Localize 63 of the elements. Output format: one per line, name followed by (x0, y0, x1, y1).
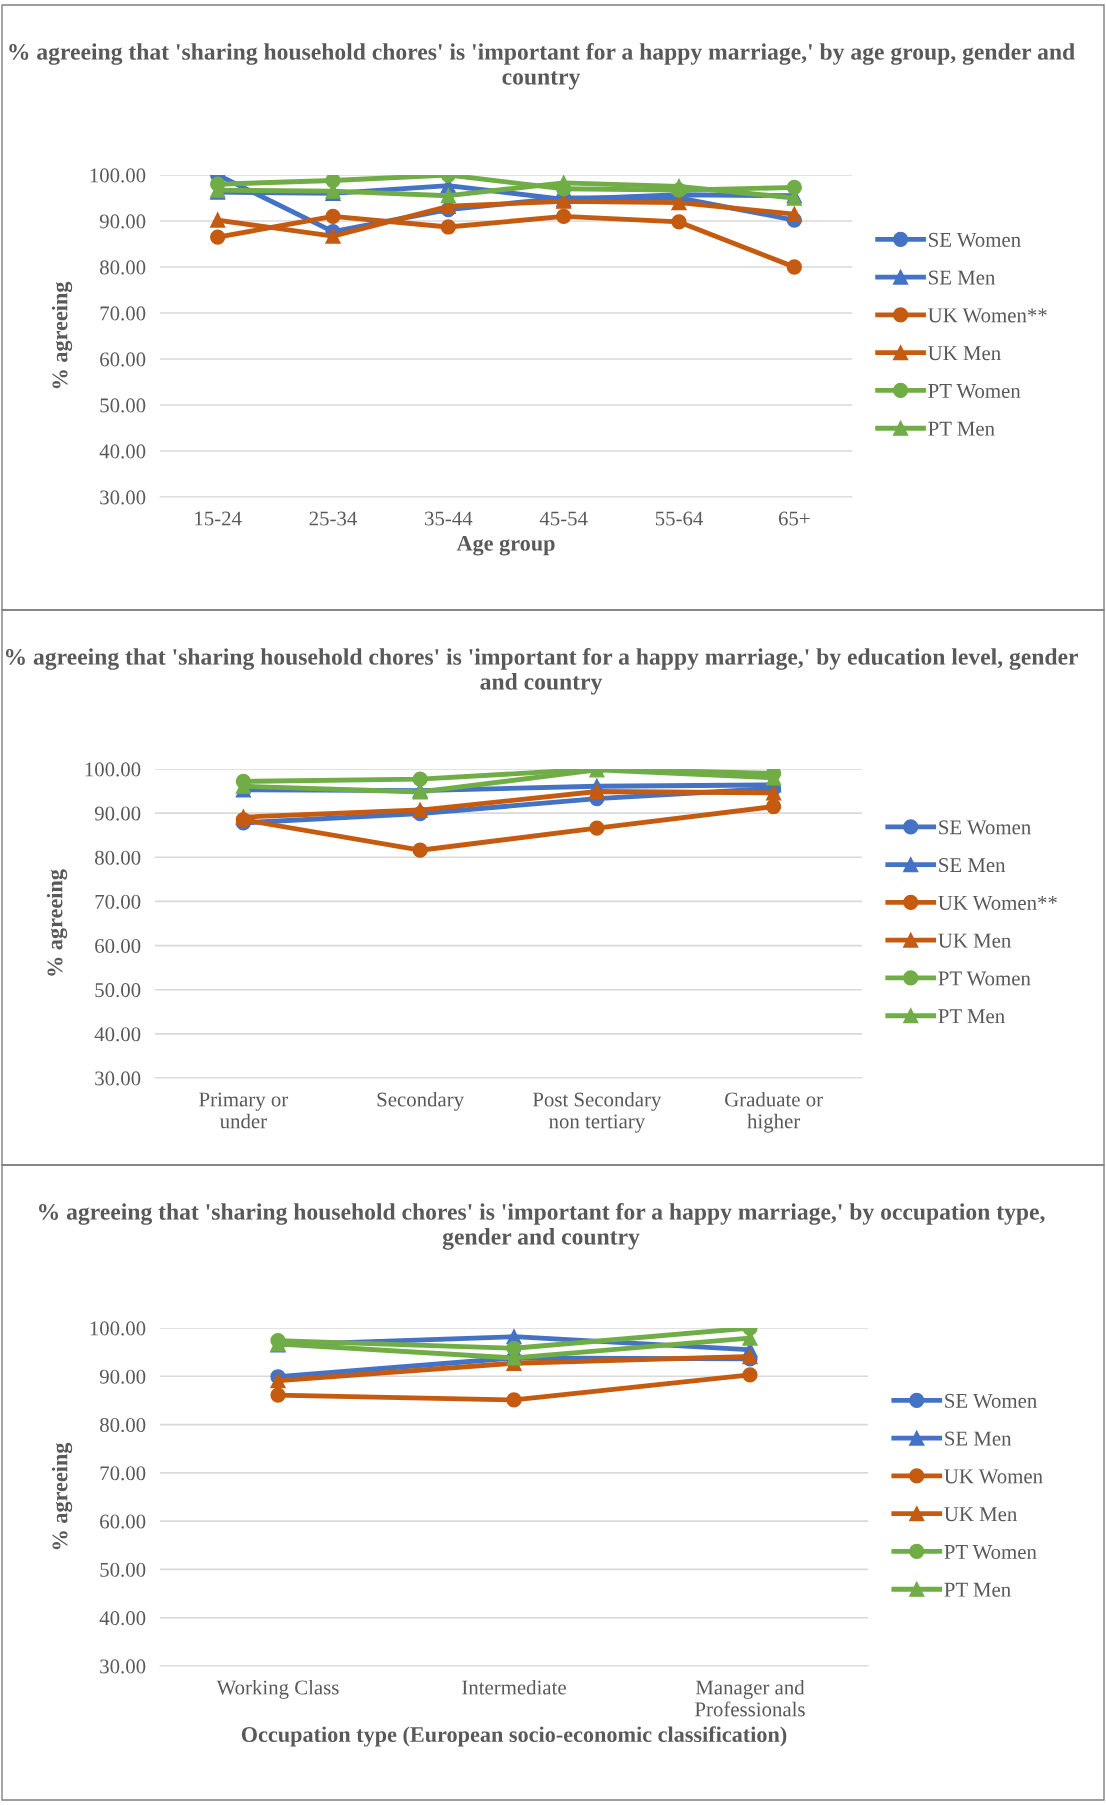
legend-label: SE Women (929, 232, 1021, 247)
legend-label: UK Men (944, 1507, 1017, 1522)
y-tick-label: 60.00 (100, 352, 146, 367)
y-tick-label: 60.00 (95, 938, 141, 954)
legend-label: UK Men (938, 933, 1011, 948)
legend-label: PT Men (928, 421, 995, 436)
legend-label: SE Men (945, 1431, 1012, 1446)
y-tick-label: 80.00 (95, 850, 141, 865)
y-axis-title: % agreeing (51, 281, 73, 389)
y-tick-label: 50.00 (95, 983, 141, 998)
legend-label: PT Women (938, 971, 1031, 986)
y-tick-label: 40.00 (94, 1027, 141, 1042)
y-tick-label: 90.00 (99, 1369, 146, 1384)
x-tick-label: Primary or under (199, 1092, 289, 1129)
y-tick-label: 70.00 (100, 306, 146, 321)
y-tick-label: 30.00 (100, 1659, 146, 1674)
y-tick-label: 100.00 (85, 762, 141, 777)
y-tick-label: 50.00 (100, 398, 146, 413)
x-tick-label: Secondary (377, 1091, 465, 1111)
legend-label: UK Women** (928, 308, 1047, 323)
x-tick-label: 25-34 (309, 511, 357, 526)
y-tick-label: 40.00 (99, 1611, 146, 1626)
x-tick-label: Intermediate (462, 1679, 566, 1695)
x-tick-label: 15-24 (195, 511, 242, 526)
legend-label: PT Men (938, 1009, 1005, 1024)
y-tick-label: 40.00 (99, 444, 146, 459)
y-tick-label: 70.00 (100, 1466, 146, 1481)
x-tick-label: 45-54 (539, 511, 588, 526)
legend-label: SE Men (929, 270, 996, 285)
y-tick-label: 100.00 (90, 168, 146, 183)
y-axis-title: % agreeing (51, 1442, 73, 1550)
legend-label: PT Women (944, 1545, 1037, 1560)
legend-label: SE Women (945, 1393, 1037, 1408)
x-tick-label: 35-44 (425, 511, 473, 526)
x-tick-label: 65+ (778, 511, 810, 526)
legend-label: SE Women (939, 820, 1031, 835)
legend-label: SE Men (939, 858, 1006, 873)
chart-title: % agreeing that 'sharing household chores' is 'important for a happy marriage,' by occupation type, gender and country (39, 1203, 1045, 1250)
y-tick-label: 60.00 (100, 1514, 146, 1529)
y-tick-label: 90.00 (99, 214, 146, 229)
chart-title: % agreeing that 'sharing household chores' is 'important for a happy marriage,' by education level, gender and country (5, 648, 1078, 695)
x-tick-label: Manager and Professionals (695, 1679, 805, 1717)
legend-label: PT Men (944, 1582, 1011, 1597)
y-tick-label: 30.00 (100, 490, 146, 505)
legend-label: PT Women (928, 384, 1021, 399)
x-axis-title: Age group (456, 535, 555, 556)
y-tick-label: 80.00 (100, 1417, 146, 1433)
legend-label: UK Women** (938, 896, 1057, 910)
x-tick-label: Graduate or higher (725, 1091, 823, 1133)
x-axis-title: Occupation type (European socio-economic classification) (241, 1726, 787, 1747)
y-tick-label: 100.00 (90, 1321, 146, 1336)
y-axis-title: % agreeing (46, 869, 68, 976)
y-tick-label: 70.00 (95, 894, 141, 909)
x-tick-label: Post Secondary non tertiary (532, 1091, 662, 1133)
y-tick-label: 50.00 (100, 1562, 146, 1577)
x-tick-label: 55-64 (655, 511, 703, 526)
y-tick-label: 90.00 (94, 806, 141, 821)
chart-title: % agreeing that 'sharing household chores' is 'important for a happy marriage,' by age group, gender and country (9, 43, 1075, 90)
y-tick-label: 80.00 (100, 260, 146, 275)
legend-label: UK Women (944, 1469, 1043, 1484)
legend-label: UK Men (928, 346, 1001, 361)
y-tick-label: 30.00 (95, 1071, 141, 1086)
x-tick-label: Working Class (216, 1679, 339, 1699)
